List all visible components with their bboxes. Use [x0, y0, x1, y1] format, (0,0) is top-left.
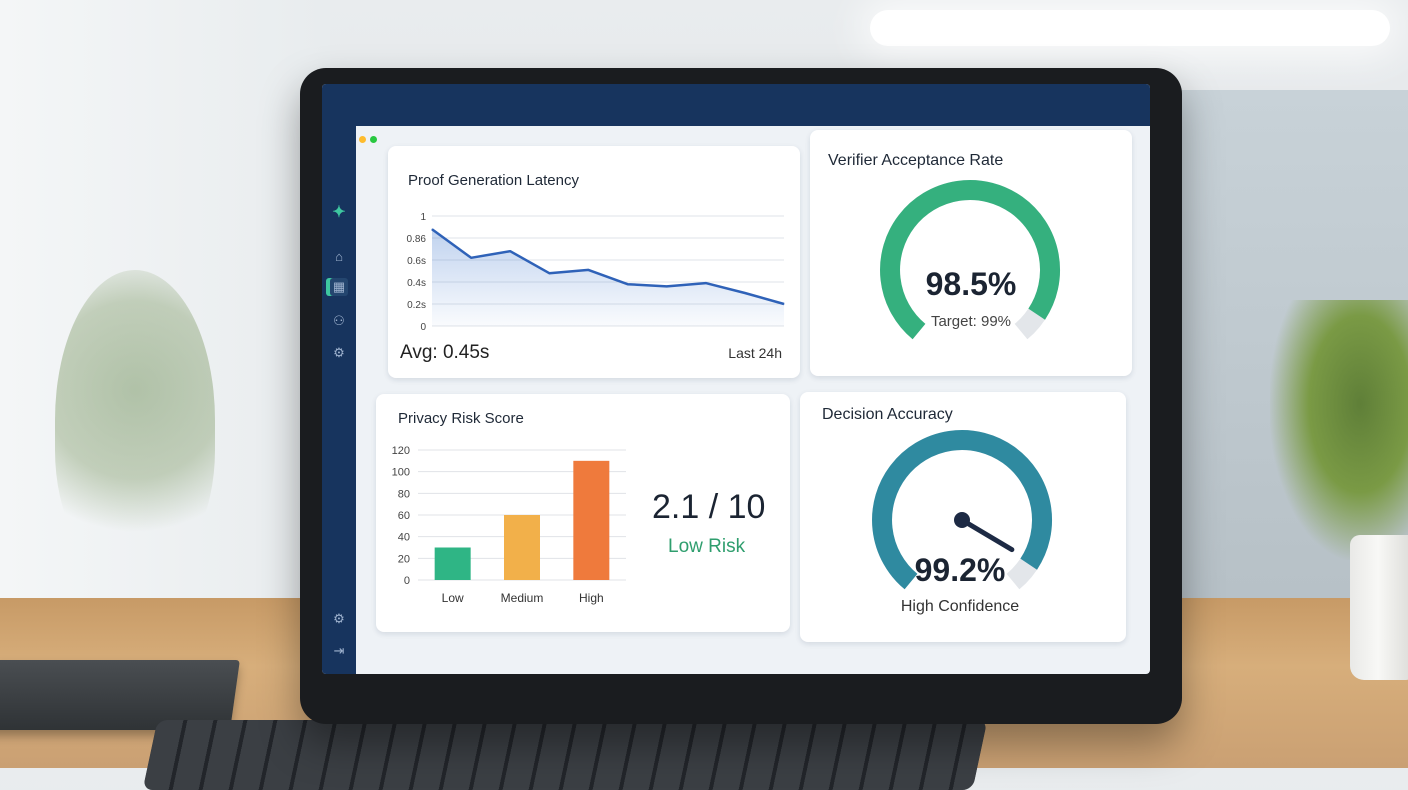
latency-point [627, 283, 629, 285]
latency-point [744, 292, 746, 294]
latency-point [666, 285, 668, 287]
privacy-y-tick: 60 [398, 510, 410, 522]
accuracy-card: Decision Accuracy 99.2% High Confidence [800, 392, 1126, 642]
privacy-y-tick: 0 [404, 575, 410, 587]
latency-point [587, 269, 589, 271]
acceptance-card: Verifier Acceptance Rate 98.5% Target: 9… [810, 130, 1132, 376]
latency-point [705, 282, 707, 284]
acceptance-title: Verifier Acceptance Rate [828, 152, 1004, 169]
minimize-dot[interactable] [359, 136, 366, 143]
preferences-icon[interactable]: ⚙ [333, 611, 345, 626]
accuracy-title: Decision Accuracy [822, 406, 953, 423]
latency-y-tick: 0 [420, 322, 426, 333]
latency-point [783, 303, 785, 305]
background-plant [55, 270, 215, 570]
acceptance-fill [880, 180, 1060, 340]
latency-y-tick: 0.6s [407, 256, 426, 267]
privacy-title: Privacy Risk Score [398, 410, 524, 427]
privacy-x-tick: Medium [501, 591, 544, 605]
latency-point [509, 250, 511, 252]
latency-point [431, 228, 433, 230]
maximize-dot[interactable] [370, 136, 377, 143]
logo-icon: ✦ [332, 204, 346, 221]
acceptance-target: Target: 99% [930, 313, 1012, 330]
latency-point [548, 272, 550, 274]
latency-period: Last 24h [728, 345, 782, 361]
latency-chart: 1 0.86 0.6s 0.4s 0.2s 0 [407, 212, 785, 333]
latency-y-tick: 0.2s [407, 300, 426, 311]
privacy-risk-label: Low Risk [668, 536, 746, 557]
latency-y-tick: 1 [420, 212, 426, 223]
home-icon[interactable]: ⌂ [335, 249, 343, 264]
latency-line [431, 228, 785, 306]
ceiling-light [870, 10, 1390, 46]
sidebar: ✦ ⌂ ▦ ⚇ ⚙ ⚙ ⇥ [322, 126, 356, 674]
privacy-y-tick: 120 [392, 445, 410, 457]
accuracy-gauge [872, 430, 1052, 590]
plant-pot [1350, 535, 1408, 680]
latency-average: Avg: 0.45s [400, 342, 490, 363]
privacy-score: 2.1 / 10 [652, 488, 766, 526]
accuracy-confidence: High Confidence [900, 598, 1020, 615]
privacy-x-tick: Low [442, 591, 464, 605]
privacy-y-tick: 100 [392, 467, 410, 479]
settings-icon[interactable]: ⚙ [333, 345, 345, 360]
accuracy-hub [954, 512, 970, 528]
users-icon[interactable]: ⚇ [333, 313, 345, 328]
privacy-y-tick: 80 [398, 488, 410, 500]
privacy-y-tick: 40 [398, 532, 410, 544]
privacy-chart: 0 20 40 60 80 100 120 Low Medium High [392, 445, 626, 605]
privacy-bar-low [434, 547, 471, 580]
privacy-card: Privacy Risk Score 0 20 40 60 80 100 120 Low Med… [376, 394, 790, 632]
latency-y-tick: 0.86 [407, 234, 427, 245]
desk-plant [1270, 300, 1408, 560]
accuracy-needle [959, 517, 1015, 553]
acceptance-gauge [880, 180, 1060, 340]
privacy-x-tick: High [579, 591, 604, 605]
dashboard-icon[interactable]: ▦ [330, 278, 348, 296]
keyboard [142, 720, 988, 790]
latency-title: Proof Generation Latency [408, 172, 579, 189]
privacy-bar-medium [504, 515, 540, 580]
privacy-y-tick: 20 [398, 553, 410, 565]
accuracy-fill [872, 430, 1052, 590]
latency-card: Proof Generation Latency 1 0.86 0.6s 0.4s 0.… [388, 146, 800, 378]
dashboard-screen: ✦ ⌂ ▦ ⚇ ⚙ ⚙ ⇥ Proof Generation Latency 1… [322, 84, 1150, 674]
latency-point [470, 257, 472, 259]
latency-y-tick: 0.4s [407, 278, 426, 289]
privacy-bar-high [573, 460, 610, 580]
acceptance-value: 98.5% [925, 266, 1017, 302]
logout-icon[interactable]: ⇥ [333, 643, 345, 658]
accuracy-value: 99.2% [914, 552, 1006, 588]
title-bar [322, 84, 1150, 126]
